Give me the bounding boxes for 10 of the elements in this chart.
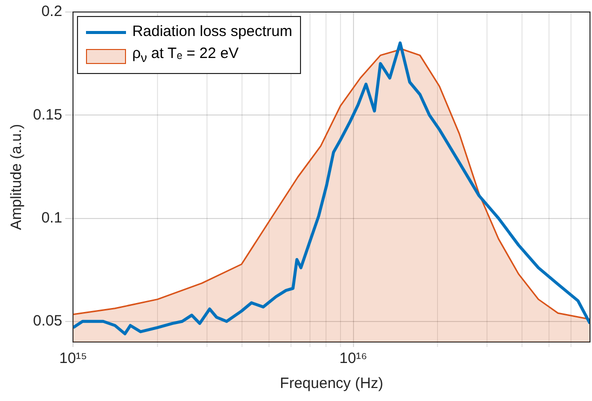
x-tick-label: 10¹⁶ bbox=[339, 350, 368, 368]
y-axis-title: Amplitude (a.u.) bbox=[8, 124, 26, 230]
legend-label: ρ$_{ν}$ at Tₑ = 22 eV bbox=[132, 44, 239, 67]
x-axis-title: Frequency (Hz) bbox=[280, 375, 384, 392]
y-tick-label: 0.1 bbox=[41, 209, 62, 226]
y-tick-label: 0.15 bbox=[32, 106, 62, 124]
y-tick-label: 0.2 bbox=[41, 3, 62, 20]
legend-label: Radiation loss spectrum bbox=[132, 22, 292, 42]
y-tick-label: 0.05 bbox=[32, 312, 62, 330]
x-tick-label: 10¹⁵ bbox=[59, 350, 88, 368]
